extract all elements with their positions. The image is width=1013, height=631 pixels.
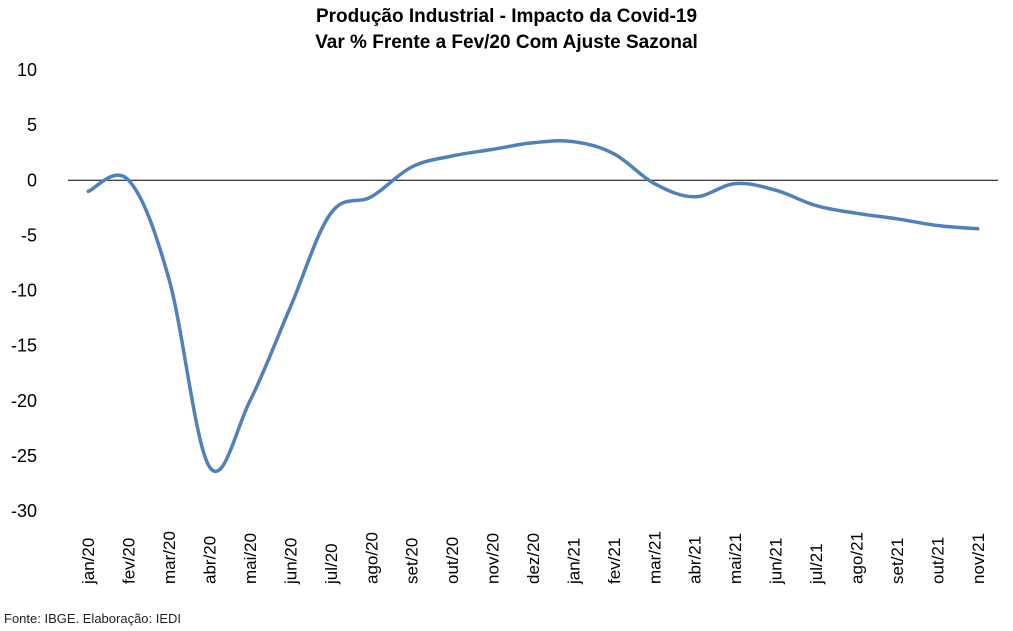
x-tick-label: fev/21 xyxy=(605,538,624,584)
x-tick-label: abr/20 xyxy=(201,536,220,584)
y-tick-label: -5 xyxy=(21,225,37,245)
x-tick-label: dez/20 xyxy=(524,533,543,584)
y-tick-label: -10 xyxy=(11,281,37,301)
chart-title: Produção Industrial - Impacto da Covid-1… xyxy=(0,4,1013,56)
chart-subtitle: Var % Frente a Fev/20 Com Ajuste Sazonal xyxy=(315,32,698,53)
x-tick-label: jan/20 xyxy=(79,538,98,585)
x-tick-label: set/21 xyxy=(888,538,907,584)
x-tick-label: set/20 xyxy=(403,538,422,584)
x-tick-label: fev/20 xyxy=(120,538,139,584)
x-tick-label: jun/20 xyxy=(281,538,300,585)
x-tick-label: jul/20 xyxy=(322,543,341,585)
y-tick-label: -30 xyxy=(11,501,37,521)
y-tick-label: 0 xyxy=(27,170,37,190)
x-tick-label: jul/21 xyxy=(807,543,826,585)
x-tick-label: mar/20 xyxy=(160,531,179,584)
x-tick-label: mai/20 xyxy=(241,533,260,584)
x-tick-label: mai/21 xyxy=(726,533,745,584)
x-tick-label: mar/21 xyxy=(645,531,664,584)
source-note: Fonte: IBGE. Elaboração: IEDI xyxy=(4,611,182,626)
x-tick-label: nov/21 xyxy=(969,533,988,584)
x-tick-label: jan/21 xyxy=(564,538,583,585)
y-tick-label: -15 xyxy=(11,336,37,356)
y-tick-label: -25 xyxy=(11,446,37,466)
x-tick-label: jun/21 xyxy=(767,538,786,585)
x-tick-label: nov/20 xyxy=(484,533,503,584)
series-line xyxy=(86,139,980,473)
x-tick-label: out/20 xyxy=(443,537,462,584)
x-tick-label: abr/21 xyxy=(686,536,705,584)
x-tick-label: ago/21 xyxy=(847,532,866,584)
y-tick-label: 10 xyxy=(17,60,37,80)
y-tick-label: -20 xyxy=(11,391,37,411)
y-tick-label: 5 xyxy=(27,115,37,135)
x-tick-label: out/21 xyxy=(928,537,947,584)
chart-title-line1: Produção Industrial - Impacto da Covid-1… xyxy=(315,6,698,27)
x-tick-label: ago/20 xyxy=(362,532,381,584)
